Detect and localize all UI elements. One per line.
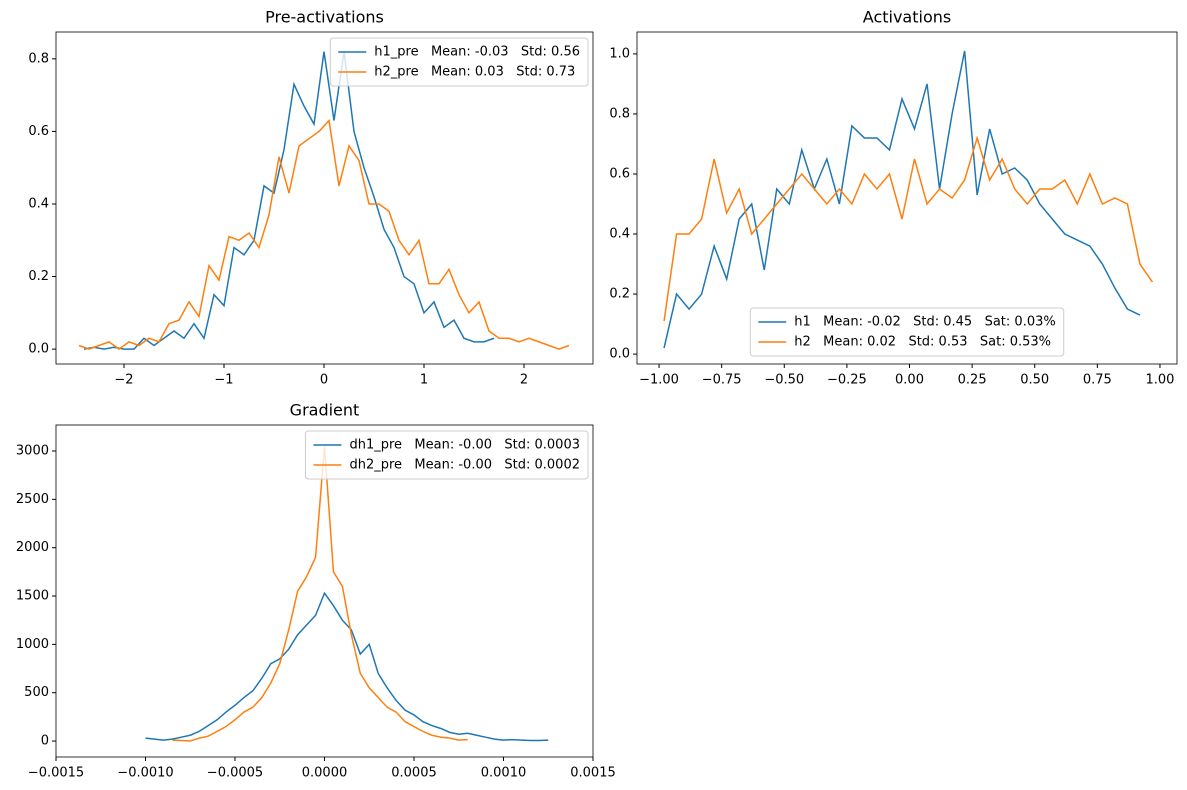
subplot-title: Pre-activations xyxy=(265,8,384,27)
legend-box xyxy=(329,37,589,87)
x-tick-label: −2 xyxy=(114,373,133,388)
axes-frame xyxy=(55,31,594,365)
x-tick-label: 0.00 xyxy=(895,373,924,388)
x-tick-label: −0.25 xyxy=(827,373,867,388)
x-tick-label: 1 xyxy=(420,373,428,388)
x-tick-label: 0.0010 xyxy=(481,766,527,781)
y-tick-label: 500 xyxy=(24,685,49,700)
subplot: Activations −1.00 −0.75 −0.50 −0.25 0.00 0.25 0… xyxy=(609,8,1178,388)
y-tick-label: 0.8 xyxy=(28,51,49,66)
data-line xyxy=(663,135,1154,322)
x-tick-label: −0.75 xyxy=(702,373,742,388)
y-tick-label: 0.0 xyxy=(609,347,630,362)
data-line xyxy=(83,51,495,350)
y-tick-label: 0.4 xyxy=(28,196,49,211)
subplot-title: Activations xyxy=(863,8,951,27)
data-line xyxy=(145,591,549,742)
x-tick-label: −0.0015 xyxy=(28,766,84,781)
y-tick-label: 0.4 xyxy=(609,227,630,242)
legend: h1 Mean: -0.02 Std: 0.45 Sat: 0.03% h2 Me… xyxy=(749,307,1065,357)
legend-text: dh1_pre Mean: -0.00 Std: 0.0003 xyxy=(349,438,580,453)
x-tick-label: 0.0005 xyxy=(391,766,437,781)
y-tick-label: 0.2 xyxy=(609,287,630,302)
y-tick-label: 0.2 xyxy=(28,269,49,284)
legend-text: dh2_pre Mean: -0.00 Std: 0.0002 xyxy=(349,458,580,473)
y-tick-label: 0.6 xyxy=(609,166,630,181)
plot-area xyxy=(78,51,570,351)
plot-area xyxy=(663,50,1154,349)
x-tick-label: 0.75 xyxy=(1083,373,1112,388)
x-tick-label: −0.50 xyxy=(764,373,804,388)
axes-frame xyxy=(636,31,1178,365)
legend-text: h1 Mean: -0.02 Std: 0.45 Sat: 0.03% xyxy=(794,315,1055,330)
y-tick-label: 2500 xyxy=(16,492,49,507)
data-line xyxy=(78,118,570,351)
y-tick-label: 2000 xyxy=(16,540,49,555)
x-tick-label: 0.50 xyxy=(1020,373,1049,388)
legend-text: h2 Mean: 0.02 Std: 0.53 Sat: 0.53% xyxy=(794,335,1051,350)
x-tick-label: 2 xyxy=(520,373,528,388)
x-tick-label: −0.0005 xyxy=(207,766,263,781)
y-tick-label: 3000 xyxy=(16,444,49,459)
legend-box xyxy=(749,307,1065,357)
y-tick-label: 0.6 xyxy=(28,124,49,139)
x-tick-label: 0.25 xyxy=(958,373,987,388)
data-line xyxy=(172,446,468,742)
plot-area xyxy=(145,446,549,742)
x-tick-label: 0.0015 xyxy=(570,766,616,781)
x-tick-label: 0.0000 xyxy=(302,766,348,781)
x-tick-label: −1.00 xyxy=(639,373,679,388)
x-tick-label: 0 xyxy=(320,373,328,388)
y-tick-label: 1500 xyxy=(16,589,49,604)
y-tick-label: 0 xyxy=(41,734,49,749)
data-line xyxy=(663,50,1141,349)
subplot-title: Gradient xyxy=(290,401,360,420)
legend-text: h1_pre Mean: -0.03 Std: 0.56 xyxy=(374,45,580,60)
y-tick-label: 1.0 xyxy=(609,46,630,61)
y-tick-label: 1000 xyxy=(16,637,49,652)
x-tick-label: −1 xyxy=(214,373,233,388)
y-tick-label: 0.8 xyxy=(609,106,630,121)
x-tick-label: 1.00 xyxy=(1145,373,1174,388)
legend-box xyxy=(304,430,589,480)
subplot: Gradient −0.0015 −0.0010 −0.0005 0.0000 0.000… xyxy=(16,401,616,781)
subplot: Pre-activations −2 −1 0 1 2 0.0 0.2 0.4 0.6 0.8 h1_… xyxy=(28,8,594,388)
x-tick-label: −0.0010 xyxy=(117,766,173,781)
y-tick-label: 0.0 xyxy=(28,342,49,357)
legend-text: h2_pre Mean: 0.03 Std: 0.73 xyxy=(374,65,575,80)
legend: h1_pre Mean: -0.03 Std: 0.56 h2_pre Mean:… xyxy=(329,37,589,87)
legend: dh1_pre Mean: -0.00 Std: 0.0003 dh2_pre M… xyxy=(304,430,589,480)
axes-frame xyxy=(55,424,594,758)
